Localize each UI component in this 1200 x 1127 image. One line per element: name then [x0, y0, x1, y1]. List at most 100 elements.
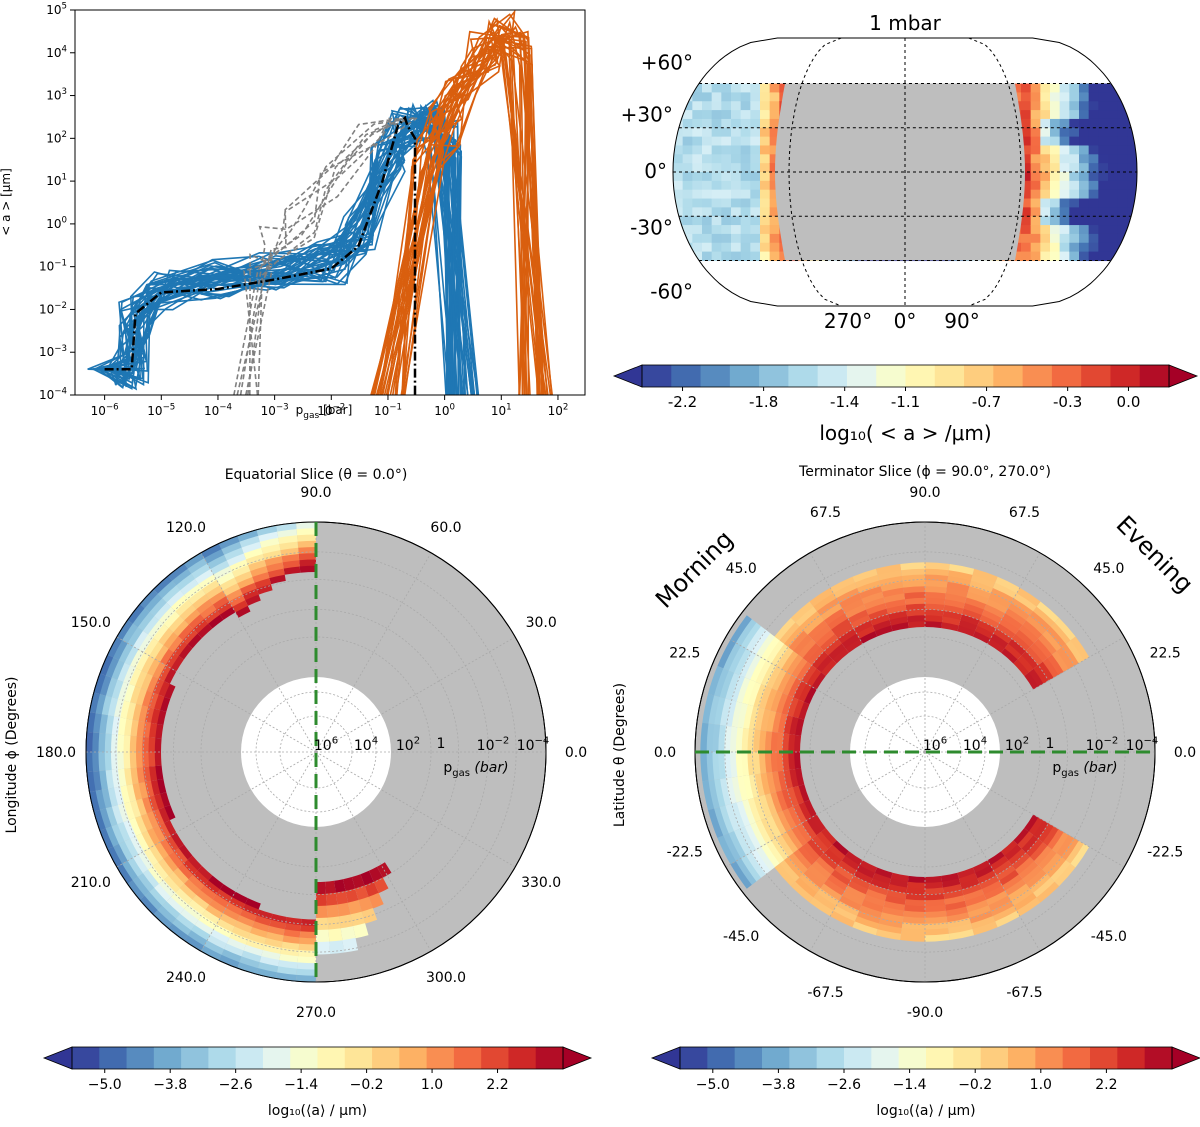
map-cell	[682, 154, 693, 164]
map-cell	[702, 180, 713, 191]
map-cell	[702, 118, 713, 129]
polar-cell	[136, 767, 145, 784]
polar-cell	[755, 819, 772, 844]
polar-cell	[241, 950, 262, 963]
polar-cell	[175, 599, 193, 616]
polar-cell	[122, 665, 136, 684]
polar-cell	[820, 602, 843, 621]
polar-cell	[770, 731, 778, 752]
map-cell	[673, 233, 684, 244]
polar-cell	[945, 906, 969, 917]
polar-cell	[907, 881, 925, 890]
polar-cell	[105, 769, 115, 789]
polar-cell	[1001, 840, 1018, 857]
map-cell	[711, 118, 722, 129]
map-cell	[760, 118, 771, 129]
polar-cell	[163, 668, 177, 684]
map-cell	[1088, 242, 1099, 253]
polar-cell	[124, 646, 139, 666]
polar-cell	[771, 771, 782, 792]
polar-cell	[925, 608, 944, 617]
series-line-orange-15	[385, 31, 552, 395]
polar-cell	[735, 618, 757, 646]
polar-cell	[91, 752, 100, 772]
y-tick-label: 10−3	[39, 344, 67, 359]
polar-cell	[183, 552, 205, 569]
polar-cell	[1008, 848, 1027, 866]
map-cell	[1021, 163, 1032, 173]
map-cell	[721, 145, 732, 155]
polar-cell	[191, 593, 210, 610]
polar-cell	[204, 609, 220, 624]
map-cell	[721, 127, 732, 138]
polar-cell	[925, 904, 946, 913]
latitude-label: -30°	[630, 215, 673, 239]
polar-cell	[781, 695, 794, 716]
map-cell	[760, 216, 771, 226]
map-cell	[1117, 216, 1128, 226]
map-cell	[1050, 163, 1061, 173]
polar-cell	[259, 956, 280, 967]
polar-cell	[902, 916, 925, 925]
map-cell	[1059, 225, 1070, 235]
polar-cell	[141, 736, 150, 752]
polar-cell	[883, 900, 905, 912]
map-cell	[682, 233, 693, 244]
polar-cell	[226, 937, 246, 951]
polar-cell	[147, 737, 156, 752]
map-cell	[1098, 154, 1109, 164]
polar-cell	[298, 943, 316, 952]
map-cell	[721, 225, 732, 235]
map-cell	[731, 216, 742, 226]
map-cell	[750, 83, 761, 94]
polar-cell	[279, 541, 299, 551]
polar-cell	[990, 900, 1014, 917]
polar-cell	[175, 573, 195, 591]
map-cell	[692, 251, 703, 262]
polar-cell	[135, 688, 147, 706]
polar-cell	[105, 677, 118, 698]
polar-cell	[277, 966, 297, 976]
polar-cell	[127, 627, 143, 647]
map-cell	[682, 207, 693, 217]
colorbar-band	[481, 1047, 509, 1069]
colorbar-band	[680, 1047, 708, 1069]
polar-cell	[345, 888, 359, 904]
polar-cell	[790, 601, 814, 623]
polar-cell	[972, 568, 998, 583]
polar-cell	[245, 594, 261, 606]
polar-cell	[277, 528, 297, 538]
map-cell	[1021, 242, 1032, 253]
map-cell	[1069, 216, 1080, 226]
polar-cell	[368, 866, 383, 883]
map-cell	[1079, 233, 1090, 244]
map-cell	[750, 251, 761, 262]
colorbar-band	[508, 1047, 537, 1069]
polar-cell	[1034, 638, 1053, 659]
polar-cell	[771, 813, 787, 836]
polar-cell	[1026, 615, 1047, 635]
radial-tick-label: 106	[314, 736, 338, 754]
polar-cell	[781, 650, 799, 672]
polar-cell	[760, 663, 777, 687]
map-cell	[731, 242, 742, 253]
map-cell	[692, 207, 703, 217]
polar-cell	[112, 843, 128, 865]
map-cell	[692, 225, 703, 235]
polar-cell	[904, 597, 925, 605]
colorbar-band	[372, 1047, 400, 1069]
map-cell	[1069, 118, 1080, 129]
polar-cell	[856, 580, 881, 594]
polar-cell	[129, 649, 144, 668]
polar-cell	[219, 884, 236, 898]
polar-cell	[138, 634, 154, 653]
polar-cell	[1022, 620, 1043, 639]
map-cell	[1021, 233, 1032, 244]
polar-cell	[841, 855, 860, 871]
map-cell	[1021, 172, 1032, 182]
polar-cell	[1034, 845, 1053, 866]
map-cell	[750, 163, 761, 173]
map-cell	[769, 216, 780, 226]
colorbar-band	[344, 1047, 373, 1069]
map-cell	[702, 92, 713, 102]
